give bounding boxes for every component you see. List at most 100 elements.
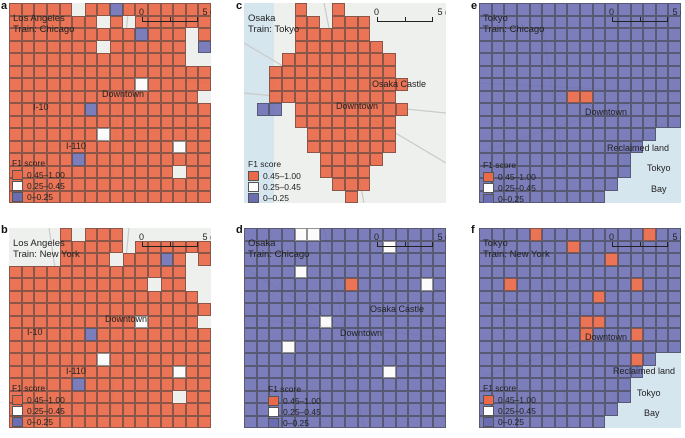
grid-cell-low: [605, 53, 618, 66]
grid-cell-empty: [383, 178, 396, 191]
grid-cell-empty: [408, 53, 421, 66]
grid-cell-low: [281, 228, 295, 241]
grid-cell-low: [504, 353, 517, 366]
grid-cell-low: [395, 290, 409, 303]
grid-cell-high: [72, 103, 85, 116]
grid-cell-low: [479, 128, 492, 141]
grid-cell-high: [46, 90, 60, 103]
grid-cell-high: [567, 240, 580, 253]
grid-cell-high: [135, 290, 148, 303]
legend-range-mid: 0.25–0.45: [283, 406, 321, 417]
grid-cell-low: [592, 403, 606, 416]
grid-cell-low: [491, 265, 505, 278]
grid-cell-high: [319, 153, 333, 166]
legend-range-high: 0.45–1.00: [498, 171, 536, 182]
grid-cell-low: [567, 378, 580, 391]
grid-cell-empty: [408, 28, 421, 41]
grid-cell-empty: [244, 66, 257, 79]
grid-cell-low: [84, 103, 98, 116]
grid-cell-high: [135, 378, 148, 391]
grid-cell-high: [198, 178, 211, 191]
grid-cell-high: [198, 378, 211, 391]
grid-cell-empty: [433, 128, 446, 141]
grid-cell-low: [516, 290, 530, 303]
grid-cell-low: [655, 90, 669, 103]
legend-a: F1 score 0.45–1.00 0.25–0.45 0–0.25: [12, 158, 65, 202]
grid-cell-high: [59, 15, 73, 28]
grid-cell-low: [491, 315, 505, 328]
grid-cell-low: [630, 253, 644, 266]
grid-cell-low: [580, 290, 593, 303]
grid-cell-low: [605, 278, 618, 291]
legend-swatch-high: [12, 394, 23, 405]
grid-cell-low: [382, 390, 396, 403]
grid-cell-high: [34, 3, 47, 16]
train-label-c: Train: Tokyo: [248, 24, 300, 35]
landmark-i110-b: I-110: [66, 366, 86, 376]
grid-cell-low: [491, 240, 505, 253]
grid-cell-low: [580, 65, 593, 78]
grid-cell-high: [59, 353, 73, 366]
grid-cell-high: [84, 153, 98, 166]
grid-cell-empty: [244, 128, 257, 141]
grid-cell-high: [97, 365, 110, 378]
grid-cell-low: [516, 103, 530, 116]
grid-cell-high: [34, 415, 47, 428]
grid-cell-high: [84, 403, 98, 416]
landmark-reclaimed-land-f: Reclaimed land: [613, 366, 676, 376]
grid-cell-empty: [123, 241, 136, 254]
landmark-reclaimed-land-e: Reclaimed land: [607, 143, 670, 153]
grid-cell-low: [256, 328, 270, 341]
grid-cell-high: [173, 153, 186, 166]
grid-cell-empty: [244, 141, 257, 154]
grid-cell-low: [516, 178, 530, 191]
grid-cell-high: [46, 303, 60, 316]
grid-cell-low: [567, 228, 580, 241]
grid-cell-empty: [668, 416, 681, 429]
grid-cell-low: [529, 153, 543, 166]
grid-cell-low: [592, 40, 606, 53]
grid-cell-high: [110, 153, 123, 166]
grid-cell-high: [72, 403, 85, 416]
grid-cell-high: [84, 78, 98, 91]
grid-cell-low: [504, 340, 517, 353]
grid-cell-low: [542, 328, 555, 341]
grid-cell-low: [567, 278, 580, 291]
grid-cell-low: [567, 415, 580, 428]
grid-cell-low: [479, 65, 492, 78]
grid-cell-low: [433, 365, 446, 378]
grid-cell-low: [592, 415, 606, 428]
grid-cell-low: [554, 153, 568, 166]
grid-cell-high: [84, 278, 98, 291]
grid-cell-high: [21, 90, 35, 103]
grid-cell-high: [173, 28, 186, 41]
panel-letter-e: e: [471, 0, 478, 12]
grid-cell-low: [357, 353, 371, 366]
grid-cell-high: [319, 140, 333, 153]
grid-cell-high: [34, 78, 47, 91]
landmark-downtown-a: Downtown: [102, 89, 145, 99]
grid-cell-low: [479, 228, 492, 241]
grid-cell-empty: [421, 128, 434, 141]
grid-cell-low: [307, 278, 320, 291]
grid-cell-low: [332, 240, 345, 253]
grid-cell-low: [479, 28, 492, 41]
grid-cell-low: [643, 340, 656, 353]
grid-cell-empty: [72, 228, 85, 241]
grid-cell-high: [110, 353, 123, 366]
grid-cell-low: [643, 328, 656, 341]
grid-cell-high: [135, 40, 148, 53]
legend-range-mid: 0.25–0.45: [27, 180, 65, 191]
grid-cell-high: [332, 178, 345, 191]
grid-cell-high: [84, 378, 98, 391]
grid-cell-high: [34, 303, 47, 316]
grid-cell-high: [281, 53, 295, 66]
grid-cell-high: [34, 165, 47, 178]
grid-cell-low: [580, 190, 593, 203]
grid-cell-low: [542, 128, 555, 141]
grid-cell-empty: [186, 278, 199, 291]
grid-cell-high: [110, 103, 123, 116]
grid-cell-high: [110, 15, 123, 28]
grid-cell-low: [605, 115, 618, 128]
grid-cell-high: [122, 53, 136, 66]
